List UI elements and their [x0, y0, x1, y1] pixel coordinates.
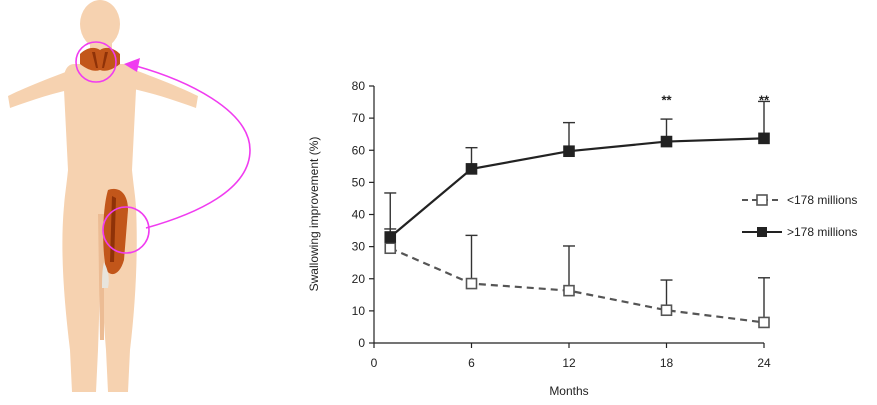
- legend-marker-high: [757, 227, 767, 237]
- series-line-low: [389, 247, 765, 324]
- x-tick-label: 18: [660, 356, 674, 370]
- series-high: [384, 100, 770, 243]
- y-tick-label: 10: [352, 304, 366, 318]
- thigh-highlight-circle: [102, 206, 150, 254]
- left-arm: [8, 66, 82, 108]
- x-tick-label: 12: [562, 356, 576, 370]
- head: [80, 0, 120, 48]
- y-axis: 0 10 20 30 40 50 60 70 80 Swallowing improvement…: [307, 79, 375, 350]
- data-point-high: [660, 135, 673, 148]
- data-point-high: [563, 145, 575, 158]
- transfer-arrow: [135, 65, 251, 229]
- x-tick-label: 6: [468, 356, 475, 370]
- y-tick-label: 30: [352, 240, 366, 254]
- data-point-low: [758, 316, 770, 329]
- neck-muscles-detail: [92, 52, 108, 68]
- significance-label: **: [759, 92, 770, 107]
- right-arm: [124, 66, 198, 108]
- y-tick-label: 50: [352, 175, 366, 189]
- significance-label: **: [661, 92, 672, 107]
- legend-label-low: <178 millions: [787, 193, 857, 207]
- legend-label-high: >178 millions: [787, 225, 857, 239]
- data-point-high: [465, 163, 478, 175]
- leg-shadow: [98, 214, 104, 340]
- x-tick-label: 24: [757, 356, 771, 370]
- y-tick-label: 70: [352, 111, 366, 125]
- neck-muscles: [80, 47, 120, 71]
- data-point-low: [660, 304, 673, 317]
- y-axis-label: Swallowing improvement (%): [307, 137, 321, 292]
- y-tick-label: 0: [358, 336, 365, 350]
- series-layer: [384, 100, 770, 329]
- legend: <178 millions >178 millions: [742, 193, 857, 239]
- series-line-high: [389, 137, 765, 238]
- series-low: [384, 228, 770, 329]
- data-point-low: [465, 277, 478, 290]
- neck-highlight-circle: [75, 41, 117, 83]
- data-point-low: [384, 242, 397, 255]
- body-illustration: [8, 0, 251, 392]
- y-tick-label: 60: [352, 143, 366, 157]
- x-axis-label: Months: [549, 384, 588, 398]
- annotations: ** **: [661, 92, 770, 107]
- y-tick-label: 40: [352, 208, 366, 222]
- legend-item-low: <178 millions: [742, 193, 857, 207]
- y-tick-label: 20: [352, 272, 366, 286]
- thigh-tendon: [102, 262, 109, 288]
- x-axis: 0 6 12 18 24 Months: [371, 342, 771, 398]
- data-point-low: [563, 284, 575, 297]
- left-leg: [62, 206, 100, 392]
- torso: [63, 64, 137, 210]
- legend-item-high: >178 millions: [742, 225, 857, 239]
- transfer-arrow-head: [124, 58, 140, 72]
- y-tick-label: 80: [352, 79, 366, 93]
- legend-marker-low: [756, 194, 768, 206]
- x-ticks: 0 6 12 18 24: [371, 343, 771, 370]
- data-point-high: [384, 231, 397, 243]
- x-tick-label: 0: [371, 356, 378, 370]
- data-point-high: [758, 132, 770, 145]
- y-ticks: 0 10 20 30 40 50 60 70 80: [352, 79, 374, 350]
